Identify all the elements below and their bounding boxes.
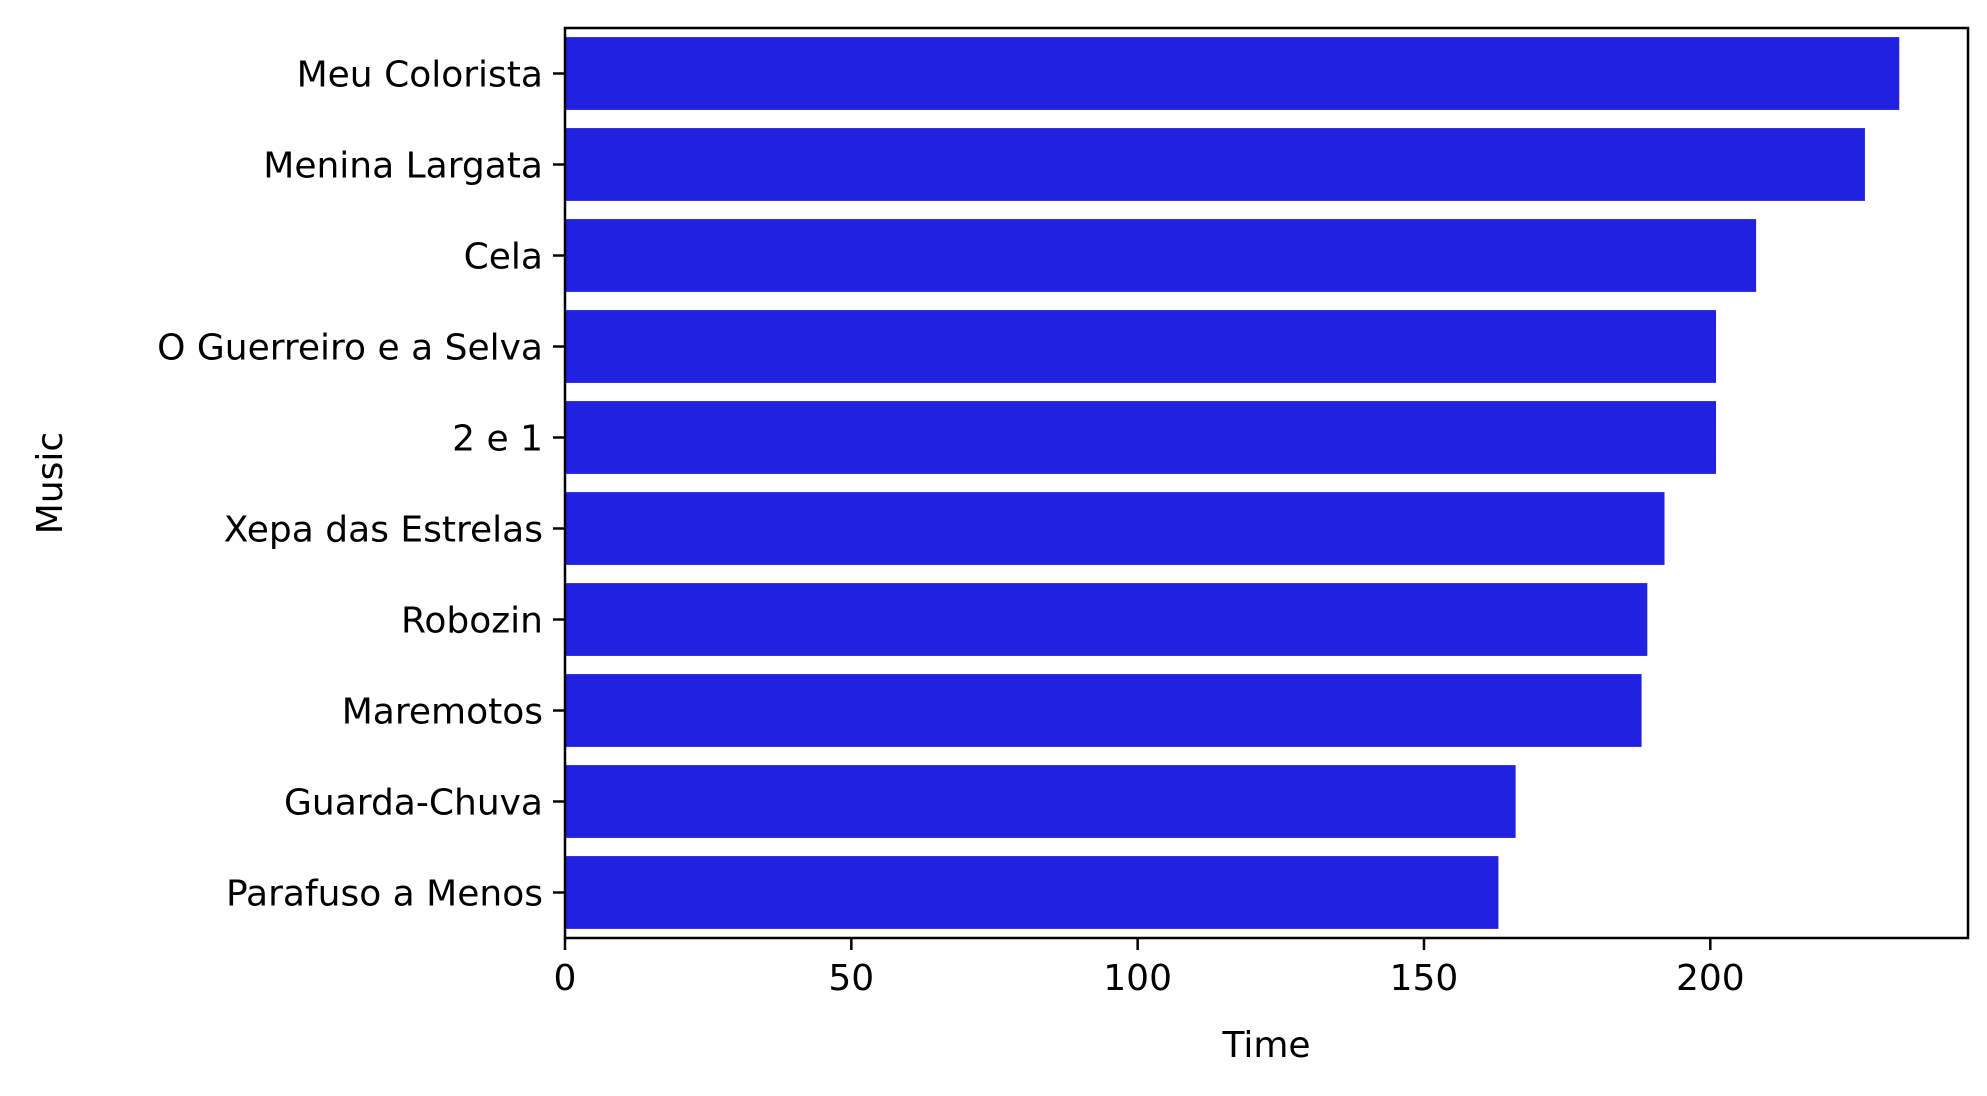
- y-tick-label: Menina Largata: [263, 146, 543, 187]
- y-tick-label: Guarda-Chuva: [284, 783, 543, 824]
- bar: [565, 674, 1642, 747]
- bar: [565, 765, 1516, 838]
- bar: [565, 37, 1900, 110]
- x-tick-label: 50: [828, 958, 874, 999]
- y-axis-ticks: Meu Colorista Menina Largata Cela O Guerrei…: [157, 55, 565, 915]
- x-tick-label: 0: [554, 958, 577, 999]
- x-axis-ticks: 0 50 100 150 200: [554, 938, 1745, 999]
- x-tick-label: 150: [1390, 958, 1459, 999]
- y-tick-label: 2 e 1: [452, 419, 543, 460]
- bar: [565, 219, 1757, 292]
- y-tick-label: O Guerreiro e a Selva: [157, 328, 543, 369]
- x-tick-label: 200: [1676, 958, 1745, 999]
- y-tick-label: Xepa das Estrelas: [224, 510, 543, 551]
- y-axis-title: Music: [30, 432, 71, 534]
- bar: [565, 856, 1499, 929]
- y-tick-label: Robozin: [401, 601, 543, 642]
- y-tick-label: Cela: [464, 237, 543, 278]
- bar: [565, 128, 1865, 201]
- bar: [565, 492, 1665, 565]
- bar: [565, 310, 1717, 383]
- y-tick-label: Parafuso a Menos: [226, 874, 543, 915]
- plot-frame: [563, 26, 1970, 940]
- bars-layer: [565, 37, 1900, 929]
- y-tick-label: Maremotos: [342, 692, 543, 733]
- y-tick-label: Meu Colorista: [297, 55, 543, 96]
- bar: [565, 583, 1648, 656]
- x-tick-label: 100: [1103, 958, 1172, 999]
- x-axis-title: Time: [1221, 1025, 1310, 1066]
- bar: [565, 401, 1717, 474]
